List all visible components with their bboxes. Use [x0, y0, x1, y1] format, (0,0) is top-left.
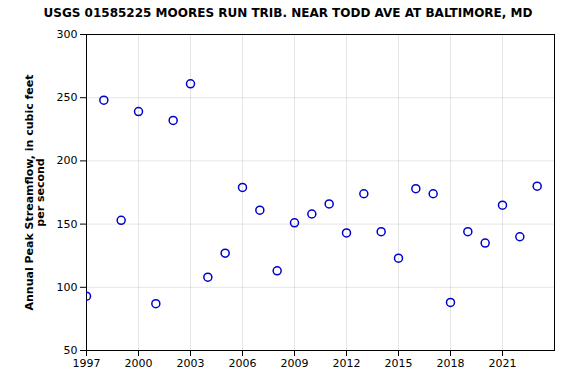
svg-text:300: 300 [57, 28, 78, 41]
svg-text:200: 200 [57, 154, 78, 167]
svg-text:2012: 2012 [333, 357, 361, 370]
svg-text:100: 100 [57, 281, 78, 294]
html-text:USGS 01585225 MOORES RUN TRIB.: USGS 01585225 MOORES RUN TRIB. NEAR TODD… [43, 6, 533, 20]
svg-text:250: 250 [57, 91, 78, 104]
svg-text:2015: 2015 [385, 357, 413, 370]
svg-text:50: 50 [64, 344, 78, 357]
svg-text:1997: 1997 [73, 357, 101, 370]
svg-text:2018: 2018 [437, 357, 465, 370]
svg-text:150: 150 [57, 218, 78, 231]
svg-text:2009: 2009 [281, 357, 309, 370]
svg-text:2003: 2003 [177, 357, 205, 370]
svg-text:Annual Peak Streamflow, in cub: Annual Peak Streamflow, in cubic feetper… [23, 75, 47, 311]
svg-text:2000: 2000 [125, 357, 153, 370]
svg-text:2006: 2006 [229, 357, 257, 370]
svg-text:2021: 2021 [489, 357, 517, 370]
